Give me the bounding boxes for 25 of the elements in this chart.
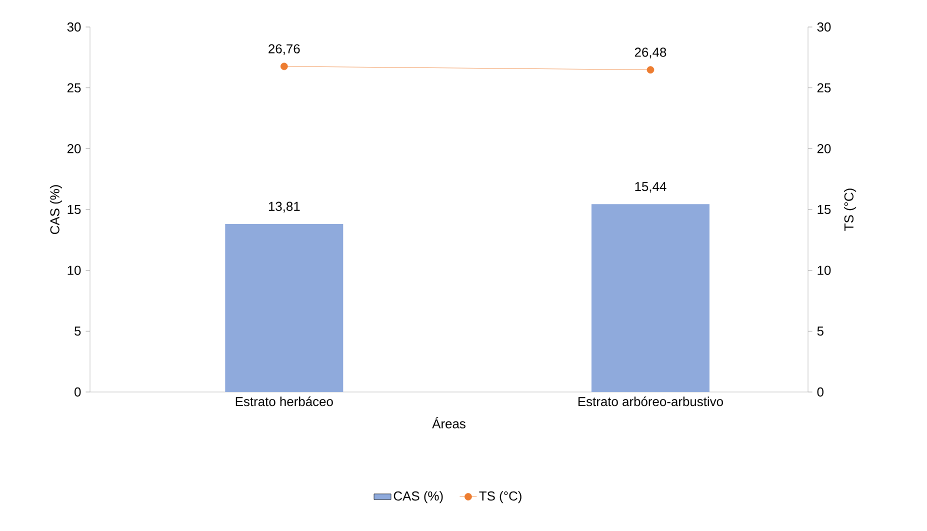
legend-label: CAS (%): [394, 491, 443, 504]
y-tick-label: 0: [74, 387, 81, 397]
y2-tick-label: 0: [817, 387, 824, 397]
x-tick-label: Estrato arbóreo-arbustivo: [578, 396, 723, 406]
y-tick-label: 25: [67, 83, 81, 92]
legend-label: TS (°C): [479, 491, 522, 504]
y2-tick-label: 10: [818, 266, 831, 275]
y-tick-label: 10: [68, 266, 81, 275]
y2-tick-label: 5: [817, 326, 824, 336]
x-axis-title: Áreas: [432, 417, 466, 428]
y-tick-label: 20: [67, 144, 81, 154]
data-label: 13,81: [268, 202, 300, 212]
y2-tick-label: 30: [817, 22, 831, 32]
y-tick-label: 5: [74, 326, 81, 336]
data-label: 26,48: [634, 48, 666, 58]
y2-tick-label: 20: [817, 144, 831, 154]
data-label: 26,76: [268, 44, 300, 55]
y-axis-title: CAS (%): [50, 185, 62, 234]
y-tick-label: 15: [68, 204, 81, 214]
x-tick-label: Estrato herbáceo: [236, 396, 333, 406]
y2-tick-label: 25: [817, 83, 831, 92]
y2-tick-label: 15: [818, 204, 831, 214]
y-tick-label: 30: [67, 22, 81, 32]
y2-axis-title: TS (°C): [844, 188, 856, 231]
data-label: 15,44: [635, 182, 666, 193]
